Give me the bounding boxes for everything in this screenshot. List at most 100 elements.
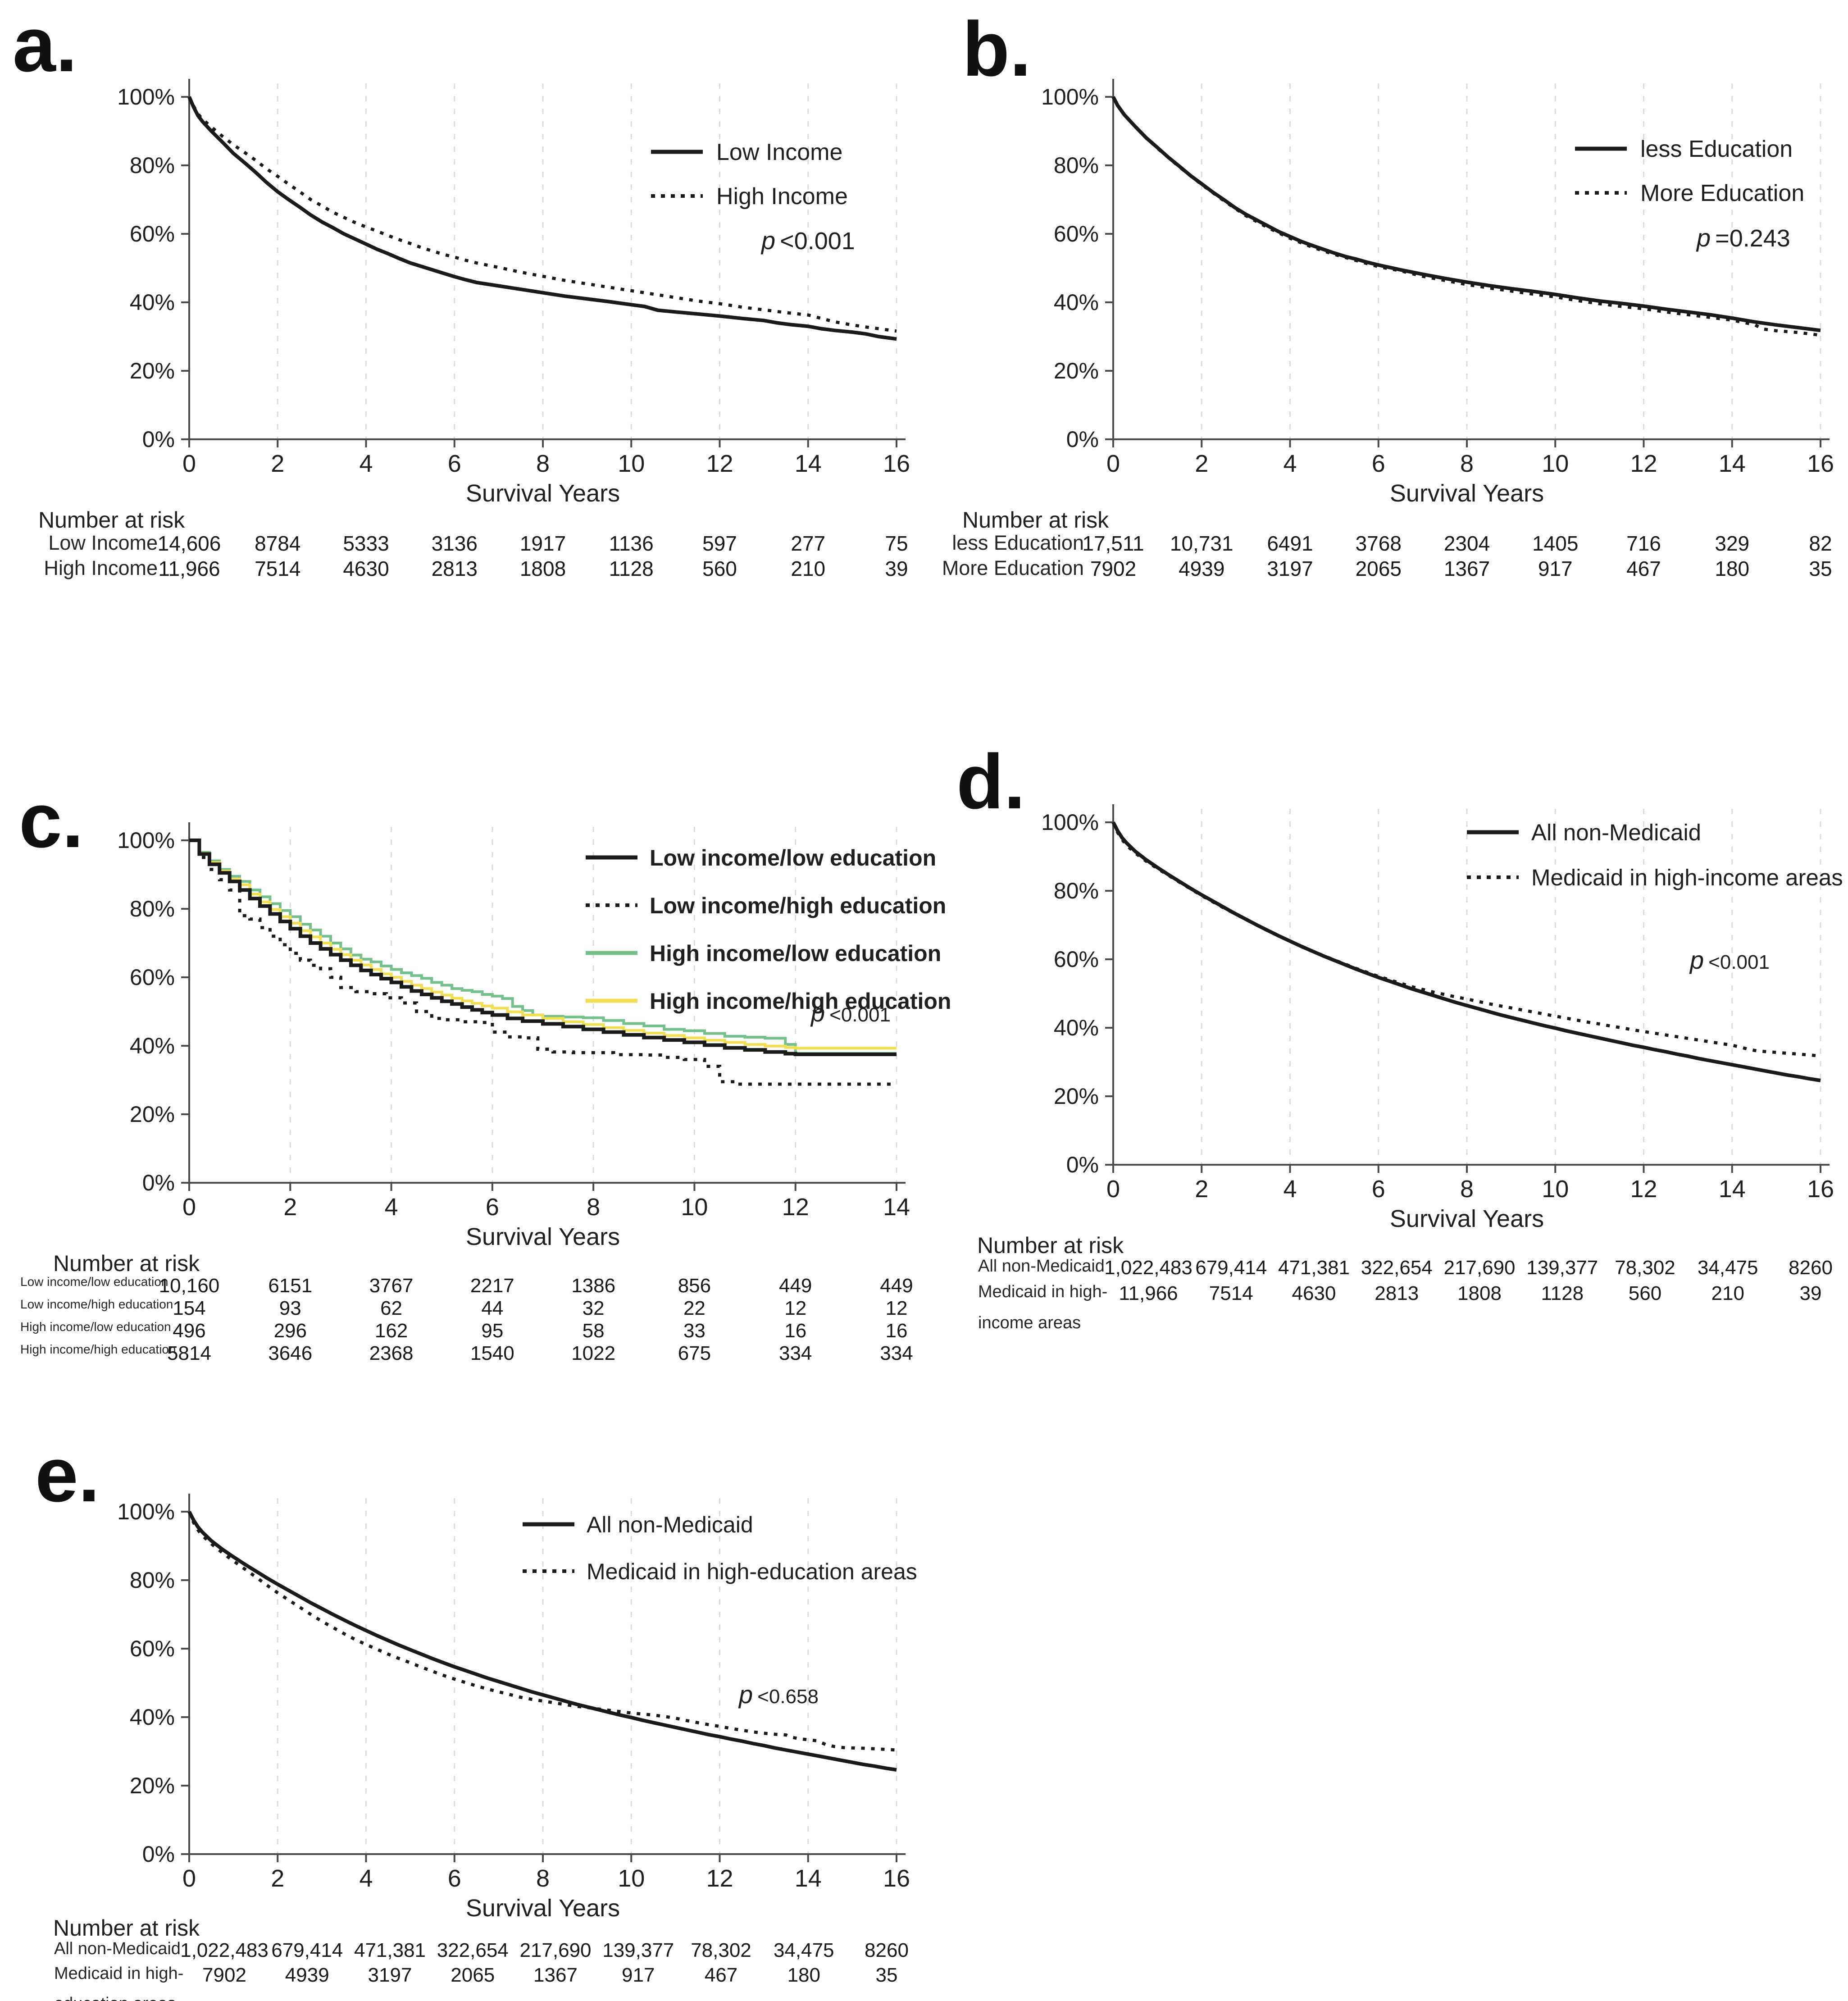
x-tick-label: 8 xyxy=(587,1194,600,1221)
x-tick-label: 14 xyxy=(1719,450,1746,477)
risk-value: 334 xyxy=(778,1342,812,1364)
risk-value: 1405 xyxy=(1532,532,1579,555)
risk-table-title: Number at risk xyxy=(38,507,185,533)
panel-b: b. 0% 20% 40% 60% 80% 100% 0 2 4 6 8 10 12 14 16 Surviv… xyxy=(924,10,1848,642)
x-tick-label: 2 xyxy=(1195,450,1208,477)
risk-value: 14,606 xyxy=(157,532,221,555)
x-tick-label: 0 xyxy=(1106,450,1120,477)
panel-e: e. 0% 20% 40% 60% 80% 100% 0 2 4 6 8 10 12 14 16 Surviv… xyxy=(0,1426,924,2001)
risk-value: 210 xyxy=(791,557,826,580)
panel-c-letter: c. xyxy=(19,777,84,864)
x-tick-label: 4 xyxy=(359,450,373,477)
risk-value: 16 xyxy=(885,1320,908,1342)
x-tick-label: 12 xyxy=(782,1194,809,1221)
legend-label-all-non-medicaid: All non-Medicaid xyxy=(1531,820,1701,845)
x-tick-label: 6 xyxy=(486,1194,499,1221)
risk-row-label-wrap: income areas xyxy=(978,1313,1081,1332)
y-tick-label: 60% xyxy=(1054,221,1099,246)
risk-value: 10,731 xyxy=(1170,532,1234,555)
risk-value: 277 xyxy=(791,532,826,555)
risk-value: 2217 xyxy=(470,1275,514,1297)
p-value: p =0.243 xyxy=(1696,223,1790,252)
risk-value: 5333 xyxy=(343,532,389,555)
risk-table-title: Number at risk xyxy=(53,1251,200,1276)
legend-label-all-non-medicaid: All non-Medicaid xyxy=(587,1512,753,1537)
risk-value: 8260 xyxy=(1789,1257,1833,1279)
risk-value: 329 xyxy=(1715,532,1750,555)
x-tick-label: 12 xyxy=(706,1865,733,1892)
risk-value: 449 xyxy=(880,1275,913,1297)
y-tick-label: 0% xyxy=(142,1170,175,1195)
km-curve-high-income xyxy=(187,96,897,333)
x-tick-label: 2 xyxy=(1195,1176,1208,1203)
risk-value: 180 xyxy=(787,1964,820,1986)
risk-value: 2813 xyxy=(431,557,478,580)
panel-c: c. 0% 20% 40% 60% 80% 100% 0 2 4 6 8 10 12 14 Survival… xyxy=(0,755,951,1426)
x-tick-label: 8 xyxy=(536,450,550,477)
x-tick-label: 10 xyxy=(681,1194,708,1221)
risk-value: 33 xyxy=(683,1320,706,1342)
risk-value: 11,966 xyxy=(158,557,220,580)
legend-label-less-education: less Education xyxy=(1640,136,1793,162)
x-tick-label: 0 xyxy=(182,450,196,477)
risk-value: 58 xyxy=(582,1320,605,1342)
y-tick-label: 100% xyxy=(117,84,175,109)
risk-value: 1386 xyxy=(571,1275,616,1297)
x-tick-label: 0 xyxy=(182,1194,196,1221)
risk-row-label: Low income/low education xyxy=(20,1275,168,1289)
risk-value: 17,511 xyxy=(1082,532,1144,555)
risk-value: 7902 xyxy=(1090,557,1137,580)
risk-value: 3197 xyxy=(368,1964,412,1986)
x-tick-label: 14 xyxy=(795,1865,822,1892)
risk-value: 7514 xyxy=(1209,1282,1253,1304)
x-tick-label: 10 xyxy=(1542,1176,1569,1203)
x-tick-label: 10 xyxy=(618,450,645,477)
risk-value: 35 xyxy=(875,1964,898,1986)
risk-value: 34,475 xyxy=(773,1939,834,1961)
risk-value: 7514 xyxy=(255,557,301,580)
risk-value: 39 xyxy=(1799,1282,1822,1304)
risk-value: 2368 xyxy=(369,1342,414,1364)
legend: Low Income High Income xyxy=(651,139,848,210)
panel-a: a. 0% 20% 40% 60% 80% 100% 0 2 4 6 8 10 12 14 16 Surviv… xyxy=(0,6,924,642)
risk-value: 7902 xyxy=(202,1964,246,1986)
risk-value: 1128 xyxy=(1541,1282,1584,1304)
risk-value: 32 xyxy=(582,1297,605,1319)
y-tick-label: 20% xyxy=(130,1102,175,1127)
y-tick-label: 80% xyxy=(1054,153,1099,178)
x-tick-label: 0 xyxy=(182,1865,196,1892)
risk-value: 2065 xyxy=(1355,557,1402,580)
x-tick-label: 12 xyxy=(1630,450,1657,477)
legend: All non-Medicaid Medicaid in high-income … xyxy=(1467,820,1843,890)
x-tick-label: 16 xyxy=(1807,450,1834,477)
legend-label-medicaid-in-high-education-areas: Medicaid in high-education areas xyxy=(587,1559,917,1584)
y-tick-label: 60% xyxy=(1054,947,1099,972)
y-tick-label: 80% xyxy=(1054,878,1099,903)
risk-value: 496 xyxy=(173,1320,206,1342)
risk-value: 471,381 xyxy=(1278,1257,1350,1279)
risk-value: 1808 xyxy=(1457,1282,1502,1304)
risk-value: 322,654 xyxy=(1361,1257,1433,1279)
legend: All non-Medicaid Medicaid in high-educati… xyxy=(523,1512,917,1584)
risk-value: 2065 xyxy=(451,1964,495,1986)
risk-value: 62 xyxy=(380,1297,403,1319)
risk-value: 34,475 xyxy=(1697,1257,1758,1279)
risk-value: 1808 xyxy=(519,557,566,580)
y-tick-label: 100% xyxy=(1041,810,1099,835)
risk-value: 3197 xyxy=(1267,557,1313,580)
risk-value: 917 xyxy=(1538,557,1573,580)
risk-row-label-wrap: education areas xyxy=(54,1994,176,2001)
x-tick-label: 8 xyxy=(536,1865,550,1892)
risk-value: 917 xyxy=(622,1964,655,1986)
x-tick-label: 14 xyxy=(795,450,822,477)
x-tick-label: 2 xyxy=(271,1865,284,1892)
risk-value: 1540 xyxy=(470,1342,514,1364)
risk-value: 154 xyxy=(173,1297,206,1319)
km-chart-b: 0% 20% 40% 60% 80% 100% 0 2 4 6 8 10 12 14 16 Survival … xyxy=(1041,79,1834,507)
legend-label-high-income-low-education: High income/low education xyxy=(650,941,941,966)
risk-value: 44 xyxy=(481,1297,504,1319)
panel-e-letter: e. xyxy=(35,1431,100,1518)
risk-value: 675 xyxy=(678,1342,711,1364)
risk-value: 1367 xyxy=(1443,557,1490,580)
risk-row-label: High income/high education xyxy=(20,1342,176,1356)
